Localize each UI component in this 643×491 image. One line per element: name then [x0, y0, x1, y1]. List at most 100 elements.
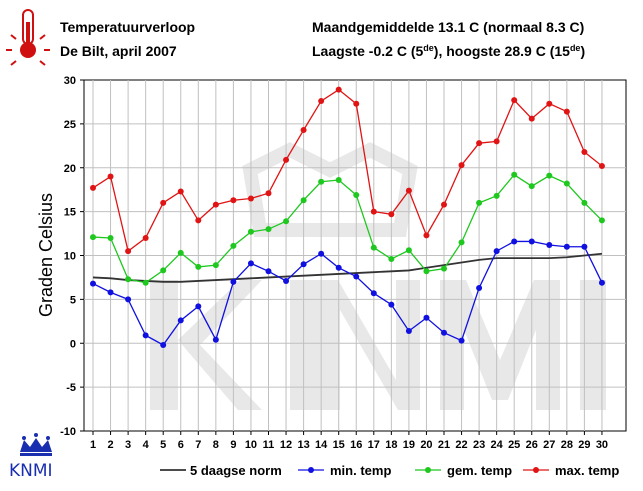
legend-item-max: max. temp [523, 463, 619, 478]
x-tick-label: 3 [125, 439, 131, 451]
data-point-gem [563, 180, 570, 187]
data-point-max [405, 187, 412, 194]
series-line-max [92, 88, 603, 253]
data-point-max [458, 162, 465, 169]
legend-label-max: max. temp [555, 463, 619, 478]
data-point-min [195, 303, 202, 310]
x-tick-label: 30 [596, 439, 608, 451]
data-point-min [230, 278, 237, 285]
data-point-gem [335, 177, 342, 184]
data-point-min [528, 238, 535, 245]
data-point-min [546, 241, 553, 248]
legend-label-min: min. temp [330, 463, 391, 478]
x-tick-label: 18 [385, 439, 397, 451]
x-tick-label: 9 [230, 439, 236, 451]
series-max [90, 86, 605, 255]
x-tick-label: 4 [143, 439, 150, 451]
data-point-min [335, 264, 342, 271]
data-point-max [283, 156, 290, 163]
data-point-gem [405, 247, 412, 254]
data-point-min [563, 243, 570, 250]
x-tick-label: 6 [178, 439, 184, 451]
x-tick-label: 7 [195, 439, 201, 451]
data-point-gem [107, 234, 114, 241]
chart-subtitle: De Bilt, april 2007 [60, 43, 177, 59]
data-point-max [300, 127, 307, 134]
data-point-min [598, 279, 605, 286]
y-tick-label: 15 [64, 207, 76, 219]
data-point-min [405, 327, 412, 334]
data-point-max [353, 100, 360, 107]
data-point-min [458, 337, 465, 344]
series-layer [90, 86, 605, 349]
data-point-gem [370, 244, 377, 251]
data-point-min [441, 329, 447, 336]
data-point-gem [177, 249, 184, 256]
data-point-min [353, 273, 360, 280]
y-axis-tick-labels: -10 -5 0 5 10 15 20 25 30 [60, 75, 76, 438]
y-tick-label: -10 [60, 426, 76, 438]
x-tick-label: 10 [245, 439, 257, 451]
y-tick-label: 0 [70, 338, 76, 350]
legend-label-norm: 5 daagse norm [190, 463, 282, 478]
data-point-min [125, 296, 132, 303]
series-line-norm [92, 252, 603, 283]
data-point-max [318, 98, 325, 105]
legend-marker-gem [425, 467, 431, 473]
data-point-min [476, 284, 483, 291]
data-point-gem [528, 183, 535, 190]
data-point-max [423, 232, 430, 239]
data-point-max [493, 138, 500, 145]
x-tick-label: 11 [263, 439, 275, 451]
y-tick-label: 30 [64, 75, 76, 87]
data-point-min [388, 301, 395, 308]
series-norm [92, 252, 603, 283]
legend-item-gem: gem. temp [415, 463, 512, 478]
data-point-min [265, 268, 272, 275]
y-tick-label: 10 [64, 251, 76, 263]
data-point-min [511, 238, 518, 245]
legend-marker-max [533, 467, 539, 473]
x-tick-label: 26 [526, 439, 538, 451]
x-tick-label: 22 [455, 439, 467, 451]
data-point-max [125, 248, 132, 255]
data-point-max [142, 234, 149, 241]
data-point-min [142, 332, 149, 339]
data-point-gem [283, 218, 290, 225]
data-point-max [441, 201, 447, 208]
series-min [90, 238, 605, 349]
data-point-max [388, 211, 395, 218]
x-tick-label: 12 [280, 439, 292, 451]
data-point-min [581, 243, 588, 250]
legend-item-norm: 5 daagse norm [160, 463, 282, 478]
x-tick-label: 19 [403, 439, 415, 451]
x-tick-label: 14 [315, 439, 328, 451]
x-tick-label: 16 [350, 439, 362, 451]
data-point-max [177, 188, 184, 195]
y-tick-label: -5 [66, 382, 76, 394]
legend-marker-min [308, 467, 314, 473]
legend-label-gem: gem. temp [447, 463, 512, 478]
data-point-gem [598, 217, 605, 224]
data-point-max [528, 115, 535, 122]
legend-item-min: min. temp [298, 463, 391, 478]
data-point-min [318, 250, 325, 257]
data-point-max [90, 184, 96, 191]
x-tick-label: 17 [368, 439, 380, 451]
data-point-min [177, 317, 184, 324]
data-point-gem [142, 279, 149, 286]
data-point-max [335, 86, 342, 93]
x-tick-label: 5 [160, 439, 166, 451]
x-tick-label: 15 [333, 439, 345, 451]
data-point-max [160, 199, 167, 206]
thermometer-icon [6, 9, 50, 66]
data-point-max [230, 197, 237, 204]
data-point-max [265, 190, 272, 197]
data-point-gem [265, 226, 272, 233]
y-tick-label: 5 [70, 294, 76, 306]
x-tick-label: 2 [107, 439, 113, 451]
x-tick-label: 28 [561, 439, 573, 451]
data-point-gem [318, 178, 325, 185]
data-point-min [247, 260, 254, 267]
